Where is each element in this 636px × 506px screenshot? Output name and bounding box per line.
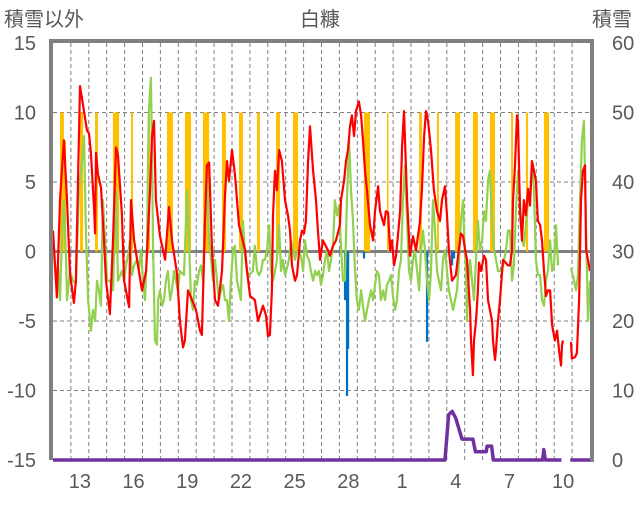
orange-bar	[167, 112, 173, 252]
left-y-tick-label: 0	[25, 242, 36, 264]
right-y-tick-label: 0	[612, 450, 623, 472]
left-y-tick-label: -5	[18, 311, 36, 333]
left-y-tick-label: 10	[14, 103, 36, 125]
orange-bar	[472, 112, 478, 252]
x-tick-label: 4	[450, 471, 461, 493]
orange-bar	[525, 112, 529, 252]
orange-bar	[238, 112, 243, 252]
right-y-tick-label: 20	[612, 311, 634, 333]
orange-bar	[436, 112, 439, 252]
blue-bar	[362, 251, 366, 259]
right-y-tick-label: 40	[612, 172, 634, 194]
green-series-line	[51, 76, 592, 346]
lines-layer	[51, 76, 592, 462]
plot-border	[49, 39, 594, 462]
orange-bar	[257, 112, 260, 252]
x-tick-label: 7	[504, 471, 515, 493]
right-y-tick-label: 50	[612, 103, 634, 125]
blue-bar	[452, 251, 456, 259]
orange-bar	[511, 112, 514, 252]
blue-bar	[346, 251, 350, 349]
orange-bar	[455, 112, 461, 252]
orange-bar	[80, 112, 84, 252]
orange-bar	[63, 140, 67, 252]
plot-frame	[49, 39, 594, 462]
purple-snow-depth-line	[53, 409, 590, 462]
right-axis-label: 積雪	[592, 8, 632, 31]
blue-bar	[425, 251, 429, 342]
orange-bar	[419, 112, 422, 252]
orange-bar	[543, 112, 550, 252]
chart-title: 白糠	[300, 7, 340, 31]
right-y-tick-label: 10	[612, 381, 634, 403]
blue-bar	[450, 251, 454, 266]
orange-bar	[112, 112, 120, 252]
orange-bar	[293, 112, 299, 252]
x-tick-label: 1	[396, 471, 407, 493]
x-tick-label: 19	[176, 471, 198, 493]
left-y-tick-label: 15	[14, 33, 36, 55]
x-tick-label: 28	[337, 471, 359, 493]
x-tick-label: 16	[122, 471, 144, 493]
orange-bar	[221, 112, 226, 252]
x-tick-label: 22	[230, 471, 252, 493]
orange-bar	[387, 112, 389, 252]
left-y-tick-label: 5	[25, 172, 36, 194]
right-y-tick-label: 60	[612, 33, 634, 55]
left-y-tick-label: -10	[7, 381, 36, 403]
orange-bar	[148, 112, 151, 252]
left-axis-label: 積雪以外	[4, 8, 84, 31]
x-tick-label: 25	[284, 471, 306, 493]
orange-bar	[489, 112, 495, 252]
orange-bar	[131, 112, 134, 252]
right-y-tick-label: 30	[612, 242, 634, 264]
red-series-line	[51, 85, 592, 377]
x-tick-label: 13	[69, 471, 91, 493]
orange-bar	[184, 112, 192, 252]
x-tick-label: 10	[552, 471, 574, 493]
left-y-tick-label: -15	[7, 450, 36, 472]
